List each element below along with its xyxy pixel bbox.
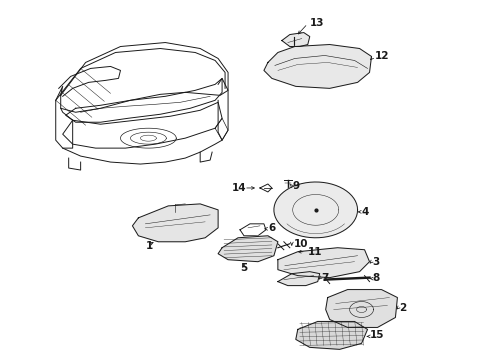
Text: 1: 1 <box>146 241 153 251</box>
Text: 5: 5 <box>240 263 247 273</box>
Polygon shape <box>132 204 218 242</box>
Text: 9: 9 <box>293 181 300 191</box>
Text: 3: 3 <box>372 257 380 267</box>
Text: 14: 14 <box>231 183 246 193</box>
Text: 13: 13 <box>310 18 324 28</box>
Polygon shape <box>218 236 278 262</box>
Polygon shape <box>282 32 310 46</box>
Text: 12: 12 <box>374 51 389 62</box>
Text: 4: 4 <box>362 207 369 217</box>
Text: 8: 8 <box>372 273 380 283</box>
Polygon shape <box>326 289 397 328</box>
Text: 15: 15 <box>369 330 384 341</box>
Text: 7: 7 <box>322 273 329 283</box>
Text: 10: 10 <box>294 239 308 249</box>
Polygon shape <box>274 182 358 238</box>
Polygon shape <box>278 248 369 278</box>
Polygon shape <box>264 45 371 88</box>
Text: 6: 6 <box>268 223 275 233</box>
Text: 2: 2 <box>399 302 407 312</box>
Text: 11: 11 <box>308 247 322 257</box>
Polygon shape <box>278 272 319 285</box>
Polygon shape <box>296 321 368 349</box>
